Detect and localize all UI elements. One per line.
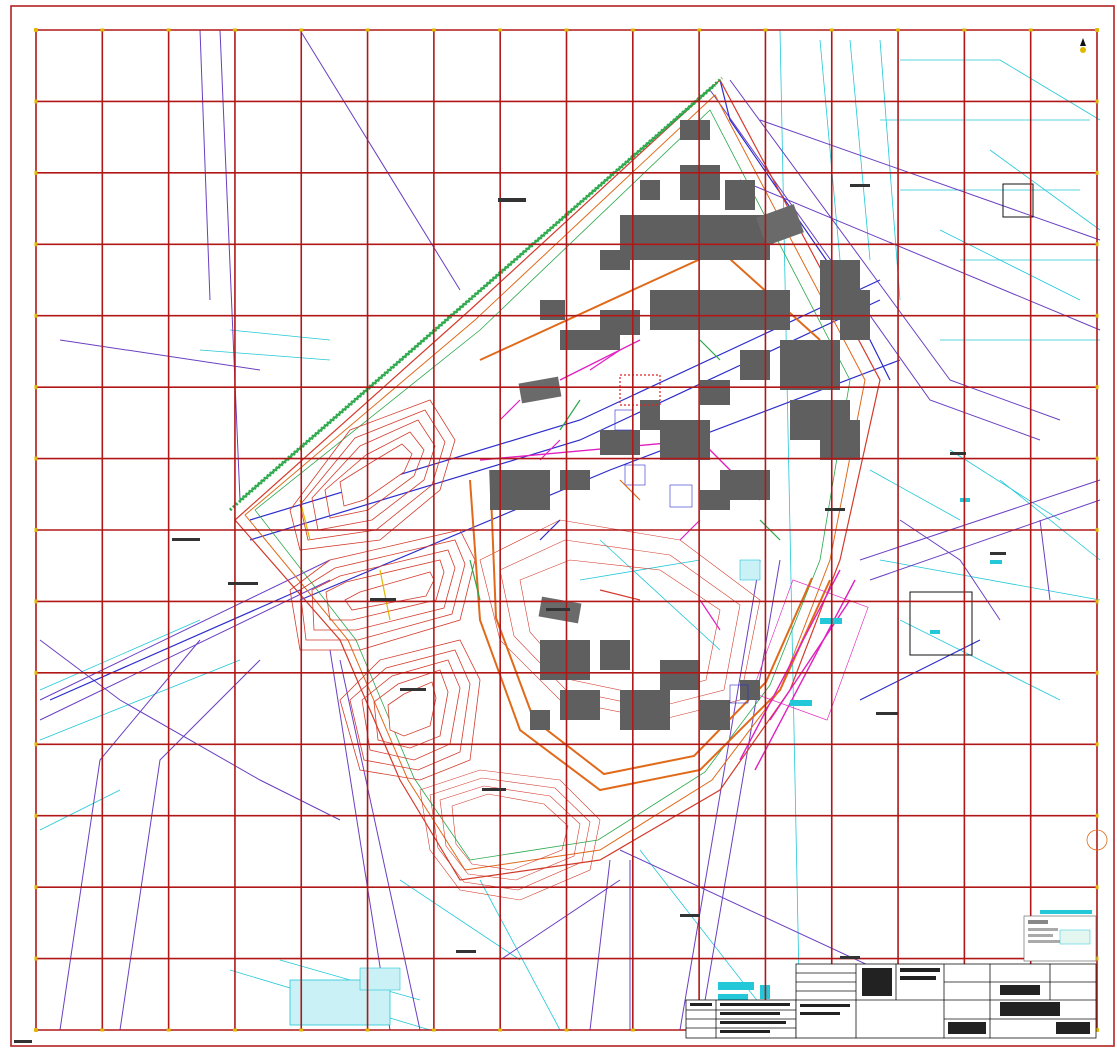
grid-tick bbox=[34, 456, 38, 461]
outer-frame bbox=[10, 5, 1115, 1047]
magenta-zone bbox=[751, 579, 869, 721]
grid-tick bbox=[564, 1028, 569, 1032]
grid-tick bbox=[34, 885, 38, 890]
grid-tick bbox=[630, 28, 635, 32]
grid-tick bbox=[232, 28, 237, 32]
grid-tick bbox=[1095, 99, 1099, 104]
grid-tick bbox=[1095, 170, 1099, 175]
grid-tick bbox=[630, 1028, 635, 1032]
grid-tick bbox=[34, 599, 38, 604]
orange-circle-marker bbox=[1086, 829, 1108, 851]
grid-tick bbox=[1095, 313, 1099, 318]
grid-tick bbox=[34, 28, 38, 32]
title-block bbox=[685, 963, 1097, 1039]
red-hatch-patch bbox=[619, 374, 661, 406]
north-arrow-icon bbox=[1080, 38, 1086, 53]
grid-tick bbox=[1095, 385, 1099, 390]
grid-tick bbox=[100, 1028, 105, 1032]
grid-tick bbox=[1095, 456, 1099, 461]
grid-tick bbox=[498, 1028, 503, 1032]
grid-tick bbox=[34, 813, 38, 818]
grid-tick bbox=[299, 1028, 304, 1032]
grid-tick bbox=[763, 28, 768, 32]
grid-tick bbox=[1095, 1028, 1099, 1032]
purple-road-lines bbox=[39, 29, 1101, 1031]
basins bbox=[289, 399, 481, 781]
basin-north bbox=[289, 399, 456, 551]
cyan-patch-north bbox=[739, 559, 761, 581]
grid-tick bbox=[34, 670, 38, 675]
grid-tick bbox=[1095, 28, 1099, 32]
grid-tick bbox=[34, 313, 38, 318]
grid-tick bbox=[1095, 599, 1099, 604]
grid-tick bbox=[365, 1028, 370, 1032]
grid-tick bbox=[829, 28, 834, 32]
grid-tick bbox=[1095, 885, 1099, 890]
grid-tick bbox=[1095, 742, 1099, 747]
site-label-marks bbox=[14, 184, 1006, 1043]
title-block-fills bbox=[690, 968, 1090, 1034]
grid-tick bbox=[34, 742, 38, 747]
grid-tick bbox=[896, 28, 901, 32]
grid-tick bbox=[34, 242, 38, 247]
grid-tick bbox=[34, 385, 38, 390]
grid-tick bbox=[1095, 528, 1099, 532]
reference-box-north bbox=[1002, 183, 1034, 218]
buildings bbox=[490, 120, 870, 730]
legend-box bbox=[1023, 910, 1097, 962]
grid-tick bbox=[100, 28, 105, 32]
grid-tick bbox=[1095, 813, 1099, 818]
grid-tick bbox=[34, 956, 38, 961]
coordinate-grid bbox=[35, 29, 1098, 1031]
grid-tick bbox=[34, 1028, 38, 1032]
grid-tick bbox=[1095, 670, 1099, 675]
grid-tick bbox=[498, 28, 503, 32]
grid-tick bbox=[431, 28, 436, 32]
cyan-labels bbox=[718, 498, 1002, 1002]
grid-tick bbox=[299, 28, 304, 32]
grid-tick bbox=[166, 1028, 171, 1032]
grid-tick bbox=[34, 99, 38, 104]
grid-tick bbox=[1028, 28, 1033, 32]
grid-tick bbox=[564, 28, 569, 32]
grid-tick bbox=[431, 1028, 436, 1032]
basin-south bbox=[339, 639, 481, 781]
cyan-hatch-patch-2 bbox=[359, 967, 401, 991]
grid-tick bbox=[365, 28, 370, 32]
grid-tick bbox=[34, 170, 38, 175]
grid-tick bbox=[1095, 956, 1099, 961]
grid-tick bbox=[962, 28, 967, 32]
reference-box-east bbox=[909, 591, 973, 656]
grid-tick bbox=[697, 28, 702, 32]
grid-tick bbox=[232, 1028, 237, 1032]
building-rotations bbox=[518, 204, 804, 624]
grid-tick bbox=[1095, 242, 1099, 247]
grid-tick bbox=[34, 528, 38, 532]
grid-tick bbox=[166, 28, 171, 32]
